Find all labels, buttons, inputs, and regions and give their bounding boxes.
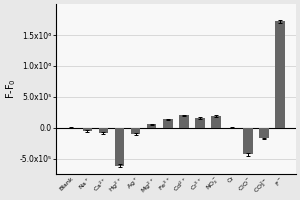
Bar (179, 115, 189, 128)
Bar (147, 124, 157, 128)
Bar (115, 128, 124, 166)
Bar (211, 116, 221, 128)
Bar (163, 119, 172, 128)
Bar (275, 21, 285, 128)
Bar (82, 128, 92, 131)
Bar (243, 128, 253, 154)
Y-axis label: F-F$_0$: F-F$_0$ (4, 79, 18, 99)
Bar (195, 118, 205, 128)
Bar (259, 128, 269, 138)
Bar (131, 128, 140, 134)
Bar (99, 128, 108, 133)
